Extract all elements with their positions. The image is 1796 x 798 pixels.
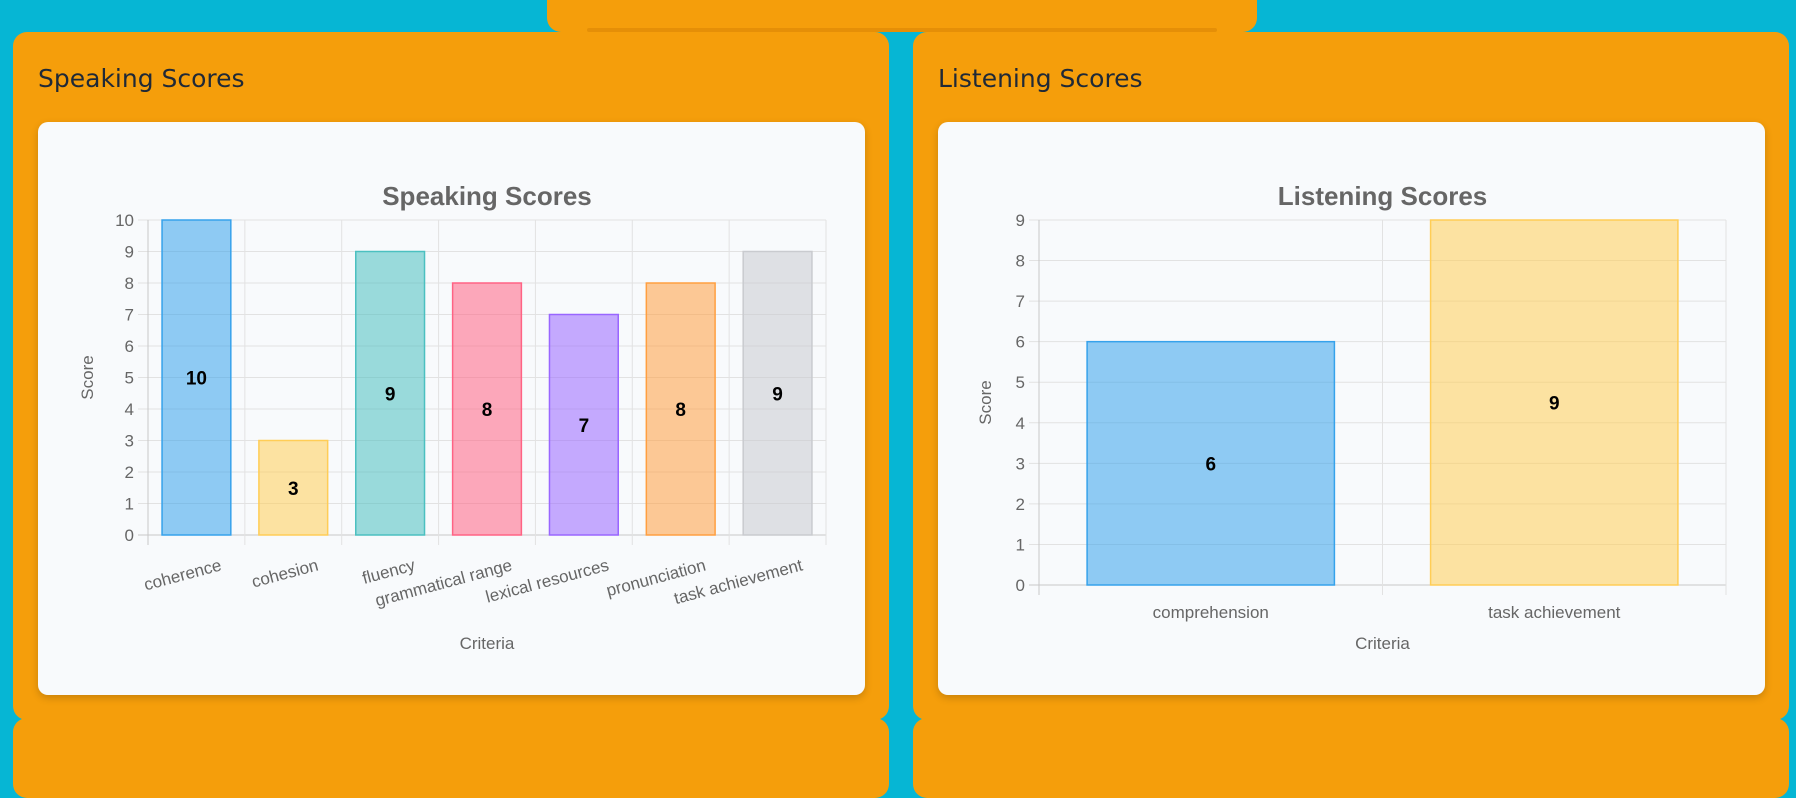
bar-cohesion bbox=[258, 439, 329, 536]
y-tick-label: 8 bbox=[1016, 252, 1025, 271]
data-label: 8 bbox=[482, 400, 493, 421]
data-label: 9 bbox=[385, 384, 396, 405]
data-label: 10 bbox=[186, 369, 207, 390]
listening-chart-card: Listening Scores 0 1 2 3 4 5 6 7 8 9 6 9 comprehensio… bbox=[938, 122, 1765, 695]
x-axis-title: Criteria bbox=[460, 634, 515, 653]
x-axis-title: Criteria bbox=[1355, 634, 1410, 653]
y-tick-label: 0 bbox=[1016, 576, 1025, 595]
speaking-scores-panel: Speaking Scores Speaking Scores 0 1 2 3 4 5 6 7 8… bbox=[13, 32, 889, 720]
speaking-chart: Speaking Scores 0 1 2 3 4 5 6 7 8 9 10 10 3 9 8 7 8 9 coher… bbox=[78, 181, 827, 653]
listening-chart: Listening Scores 0 1 2 3 4 5 6 7 8 9 6 9 comprehensio… bbox=[976, 181, 1727, 653]
y-tick-label: 2 bbox=[125, 463, 134, 482]
data-label: 9 bbox=[1549, 394, 1560, 415]
top-panel-divider bbox=[587, 28, 1217, 32]
y-tick-label: 1 bbox=[1016, 535, 1025, 554]
y-tick-label: 6 bbox=[125, 337, 134, 356]
data-label: 7 bbox=[579, 416, 590, 437]
speaking-panel-title: Speaking Scores bbox=[38, 64, 245, 93]
y-tick-label: 4 bbox=[1016, 414, 1025, 433]
y-tick-label: 5 bbox=[125, 369, 134, 388]
chart-title: Speaking Scores bbox=[382, 181, 592, 211]
listening-panel-title: Listening Scores bbox=[938, 64, 1143, 93]
y-tick-label: 0 bbox=[125, 526, 134, 545]
y-axis-title: Score bbox=[78, 355, 97, 399]
bar-coherence bbox=[161, 219, 232, 536]
y-tick-label: 7 bbox=[1016, 292, 1025, 311]
y-tick-label: 8 bbox=[125, 274, 134, 293]
bottom-right-panel bbox=[913, 718, 1789, 798]
data-label: 3 bbox=[288, 479, 299, 500]
x-tick-label: cohesion bbox=[250, 556, 321, 592]
x-tick-label: coherence bbox=[142, 556, 224, 595]
y-tick-label: 1 bbox=[125, 495, 134, 514]
y-tick-label: 2 bbox=[1016, 495, 1025, 514]
y-tick-label: 3 bbox=[125, 432, 134, 451]
data-label: 8 bbox=[675, 400, 686, 421]
top-panel bbox=[547, 0, 1257, 32]
y-tick-label: 9 bbox=[125, 243, 134, 262]
bar-comprehension bbox=[1086, 340, 1336, 586]
bar-pronunciation bbox=[645, 282, 716, 536]
y-tick-label: 9 bbox=[1016, 211, 1025, 230]
x-tick-label: task achievement bbox=[1488, 603, 1621, 622]
y-axis-title: Score bbox=[976, 380, 995, 424]
y-tick-label: 5 bbox=[1016, 373, 1025, 392]
bar-grammatical-range bbox=[451, 282, 523, 536]
y-tick-label: 10 bbox=[115, 211, 134, 230]
speaking-chart-card: Speaking Scores 0 1 2 3 4 5 6 7 8 9 10 10 3 9 8 7 8 9 coher… bbox=[38, 122, 865, 695]
x-tick-label: comprehension bbox=[1153, 603, 1269, 622]
bottom-left-panel bbox=[13, 718, 889, 798]
bar-task-achievement bbox=[1429, 219, 1679, 586]
y-tick-label: 3 bbox=[1016, 454, 1025, 473]
data-label: 9 bbox=[772, 384, 783, 405]
bar-lexical-resources bbox=[548, 313, 619, 536]
bar-task-achievement bbox=[742, 250, 813, 536]
data-label: 6 bbox=[1205, 454, 1216, 475]
chart-title: Listening Scores bbox=[1278, 181, 1488, 211]
y-tick-label: 6 bbox=[1016, 333, 1025, 352]
listening-scores-panel: Listening Scores Listening Scores 0 1 2 3 4 5 6… bbox=[913, 32, 1789, 720]
y-tick-label: 4 bbox=[125, 400, 134, 419]
y-tick-label: 7 bbox=[125, 306, 134, 325]
bar-fluency bbox=[355, 250, 426, 536]
